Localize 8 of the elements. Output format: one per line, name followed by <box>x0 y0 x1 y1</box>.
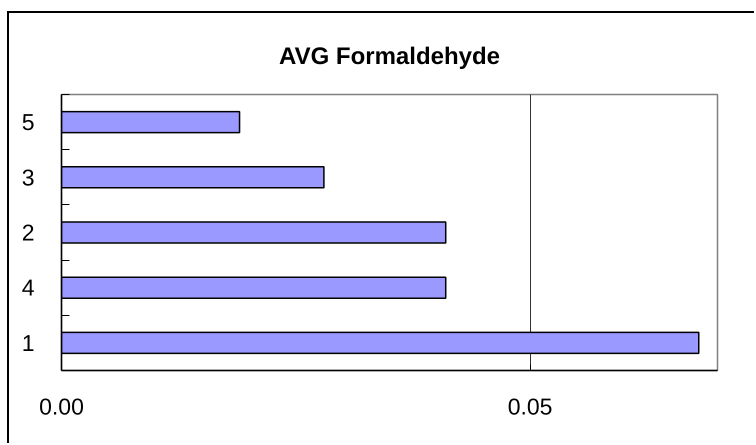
x-tick-label: 0.05 <box>508 394 552 420</box>
y-tick-label: 3 <box>22 164 35 190</box>
y-tick-label: 1 <box>22 330 35 356</box>
y-tick-label: 4 <box>22 274 35 301</box>
y-tick-label: 5 <box>22 109 35 136</box>
x-tick-label: 0.00 <box>39 394 84 420</box>
y-tick-label: 2 <box>22 220 35 246</box>
chart-title: AVG Formaldehyde <box>279 43 500 70</box>
